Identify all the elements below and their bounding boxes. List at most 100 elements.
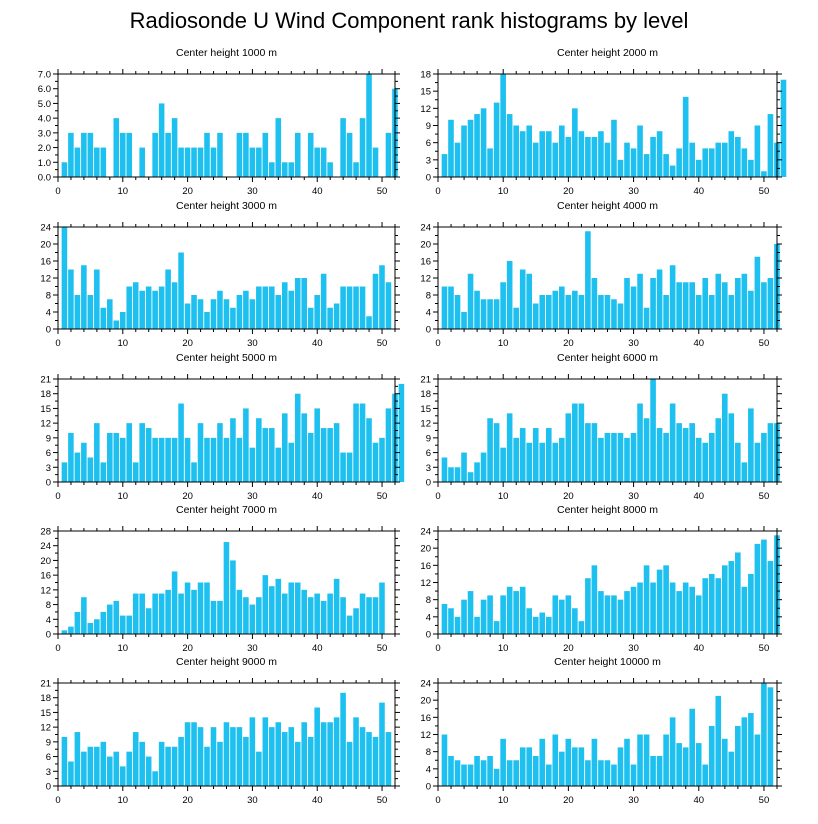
histogram-bar (539, 131, 546, 177)
x-tick-label: 20 (563, 186, 574, 197)
histogram-bar (604, 142, 611, 177)
histogram-bar (294, 278, 301, 329)
histogram-bar (119, 312, 126, 329)
histogram-bar (565, 136, 572, 177)
panel-title: Center height 3000 m (176, 200, 277, 212)
histogram-panel: Center height 6000 m 0 3 6 9 12 15 18 21 0 10 20 30 4… (420, 352, 782, 502)
x-tick-label: 0 (435, 186, 440, 197)
histogram-bar (695, 595, 702, 635)
histogram-bar (184, 147, 191, 177)
histogram-bar (256, 418, 262, 482)
y-tick-label: 20 (420, 544, 431, 555)
histogram-bar (249, 147, 256, 177)
histogram-bar (158, 593, 165, 634)
histogram-bar (650, 278, 656, 329)
histogram-bar (385, 132, 392, 177)
histogram-bar (656, 428, 663, 482)
y-tick-label: 24 (420, 679, 431, 690)
y-tick-label: 20 (40, 240, 51, 251)
histogram-bar (359, 593, 366, 634)
histogram-bar (448, 755, 454, 786)
histogram-bar (611, 764, 617, 786)
histogram-bar (204, 132, 210, 177)
histogram-bar (94, 423, 100, 482)
y-tick-label: 15 (420, 87, 431, 98)
histogram-bar (708, 295, 715, 329)
x-tick-label: 20 (182, 338, 193, 349)
histogram-bar (591, 136, 598, 177)
x-tick-label: 0 (435, 491, 440, 502)
histogram-bar (487, 299, 493, 329)
histogram-bar (545, 295, 552, 329)
histogram-bar (526, 747, 533, 787)
histogram-bar (68, 132, 74, 177)
histogram-bar (532, 616, 539, 634)
y-tick-label: 3 (46, 767, 51, 778)
histogram-bar (340, 286, 346, 329)
histogram-bar (294, 741, 301, 786)
y-tick-label: 3.0 (38, 128, 51, 139)
histogram-bar (191, 295, 197, 329)
histogram-bar (288, 442, 295, 482)
histogram-bar (480, 760, 487, 786)
y-tick-label: 12 (420, 104, 431, 115)
histogram-bar (165, 746, 171, 786)
panel-title: Center height 2000 m (557, 47, 658, 59)
histogram-bar (320, 273, 327, 329)
histogram-bar (178, 593, 184, 634)
histogram-bar (81, 132, 87, 177)
histogram-bar (617, 159, 624, 177)
histogram-panel: Center height 1000 m 0.0 1.0 2.0 3.0 4.0 5.0 6.… (38, 47, 400, 197)
histogram-bar (107, 432, 113, 482)
histogram-bar (702, 278, 709, 329)
x-tick-label: 40 (312, 643, 323, 654)
histogram-bar (320, 600, 327, 634)
histogram-bar (217, 290, 223, 329)
y-tick-label: 6 (426, 138, 431, 149)
histogram-bar (441, 286, 448, 329)
histogram-bar (721, 282, 728, 329)
y-tick-label: 4.0 (38, 114, 51, 125)
histogram-bar (171, 282, 178, 329)
histogram-bar (178, 736, 184, 786)
histogram-bar (152, 437, 158, 482)
histogram-bar (526, 608, 533, 634)
histogram-bar (145, 286, 152, 329)
histogram-bar (565, 413, 572, 482)
histogram-bar (650, 755, 656, 786)
histogram-bar (236, 295, 243, 329)
histogram-bar (230, 418, 236, 482)
histogram-bar (178, 403, 184, 482)
histogram-bar (262, 575, 269, 634)
histogram-bar (513, 437, 519, 482)
histogram-bar (171, 437, 178, 482)
x-tick-label: 30 (628, 643, 639, 654)
x-tick-label: 50 (759, 338, 770, 349)
histogram-bar (748, 573, 754, 634)
histogram-bar (735, 552, 741, 634)
histogram-bar (552, 734, 559, 786)
histogram-bar (539, 442, 546, 482)
histogram-bar (559, 437, 565, 482)
y-tick-label: 6 (426, 448, 431, 459)
histogram-bar (100, 307, 107, 329)
histogram-bar (637, 403, 643, 482)
x-tick-label: 30 (628, 795, 639, 806)
histogram-bar (474, 616, 480, 634)
histogram-bar (656, 755, 663, 786)
histogram-bar (682, 282, 689, 329)
histogram-bar (262, 286, 269, 329)
histogram-bar (327, 307, 333, 329)
histogram-bar (441, 457, 448, 482)
histogram-bar (294, 132, 301, 177)
histogram-bar (748, 408, 754, 482)
histogram-bar (113, 432, 120, 482)
histogram-bar (761, 171, 767, 177)
histogram-bar (656, 569, 663, 635)
histogram-bar (552, 442, 559, 482)
histogram-bar (767, 423, 774, 482)
y-tick-label: 12 (40, 274, 51, 285)
histogram-bar (480, 108, 487, 177)
histogram-bar (669, 165, 676, 177)
histogram-bar (454, 142, 461, 177)
